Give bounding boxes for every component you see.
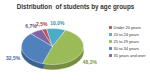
svg-text:20 to 24 years: 20 to 24 years — [114, 32, 139, 37]
svg-text:10,0%: 10,0% — [50, 20, 65, 26]
svg-text:6,7%: 6,7% — [25, 23, 37, 29]
svg-text:32,5%: 32,5% — [6, 55, 21, 61]
svg-text:48,3%: 48,3% — [83, 59, 98, 65]
svg-text:2,5%: 2,5% — [36, 21, 48, 27]
svg-text:Under 20 years: Under 20 years — [114, 25, 141, 30]
svg-text:35 years and over: 35 years and over — [114, 53, 147, 58]
svg-text:25 to 29 years: 25 to 29 years — [114, 39, 139, 44]
svg-text:Distribution of students by a: Distribution of students by age groups — [17, 3, 135, 11]
svg-text:30 to 34 years: 30 to 34 years — [114, 46, 139, 51]
